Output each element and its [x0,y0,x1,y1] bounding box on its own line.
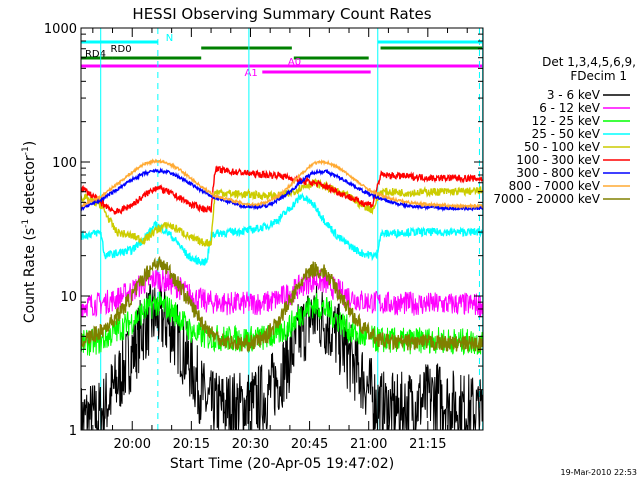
flag-bars: N RD0 RD4 A0 A1 [81,33,483,79]
legend-entry-label: 12 - 25 keV [532,114,601,128]
legend-entry-label: 7000 - 20000 keV [493,192,600,206]
y-label-end: ) [22,141,38,146]
x-tick-label: 20:45 [291,437,328,452]
y-tick-label: 1 [69,424,77,439]
y-label-sup1: -1 [21,219,31,228]
legend-entry-label: 300 - 800 keV [516,166,600,180]
legend-entry-label: 50 - 100 keV [524,140,601,154]
y-axis: 1 10 100 1000 [44,22,483,439]
y-tick-label: 10 [60,290,77,305]
x-tick-label: 20:30 [232,437,269,452]
x-tick-label: 21:00 [350,437,387,452]
y-label-mid: detector [22,155,38,219]
legend-entry-label: 100 - 300 keV [516,153,600,167]
flag-label-a0: A0 [288,57,301,68]
x-tick-label: 20:00 [114,437,151,452]
legend-header-line-2: FDecim 1 [570,69,627,83]
legend-entry-label: 3 - 6 keV [547,88,601,102]
y-tick-label: 1000 [44,22,77,37]
flag-label-a1: A1 [245,68,258,79]
series-line [81,255,483,354]
x-tick-label: 21:15 [409,437,446,452]
flag-label-rd4: RD4 [85,49,106,60]
plot-frame [80,27,484,431]
series-line [81,158,483,210]
series-line [81,165,483,215]
series-line [81,192,483,267]
y-axis-label: Count Rate (s-1 detector-1) [21,141,38,323]
legend-entry-label: 25 - 50 keV [532,127,601,141]
series-line [81,167,483,212]
vertical-markers [81,28,483,430]
generation-timestamp: 19-Mar-2010 22:53 [561,468,638,477]
flag-label-n: N [166,33,173,44]
legend-entry-label: 6 - 12 keV [539,101,601,115]
legend-entry-label: 800 - 7000 keV [509,179,601,193]
legend-header-line-1: Det 1,3,4,5,6,9, [542,55,636,69]
chart-title: HESSI Observing Summary Count Rates [132,5,431,23]
x-axis: 20:00 20:15 20:30 20:45 21:00 21:15 [92,28,468,452]
series-lines [81,158,483,430]
flag-label-rd0: RD0 [111,44,132,55]
y-label-main: Count Rate (s [22,228,38,323]
x-tick-label: 20:15 [173,437,210,452]
y-tick-label: 100 [52,156,77,171]
x-axis-label: Start Time (20-Apr-05 19:47:02) [170,456,394,472]
y-label-sup2: -1 [21,146,31,155]
